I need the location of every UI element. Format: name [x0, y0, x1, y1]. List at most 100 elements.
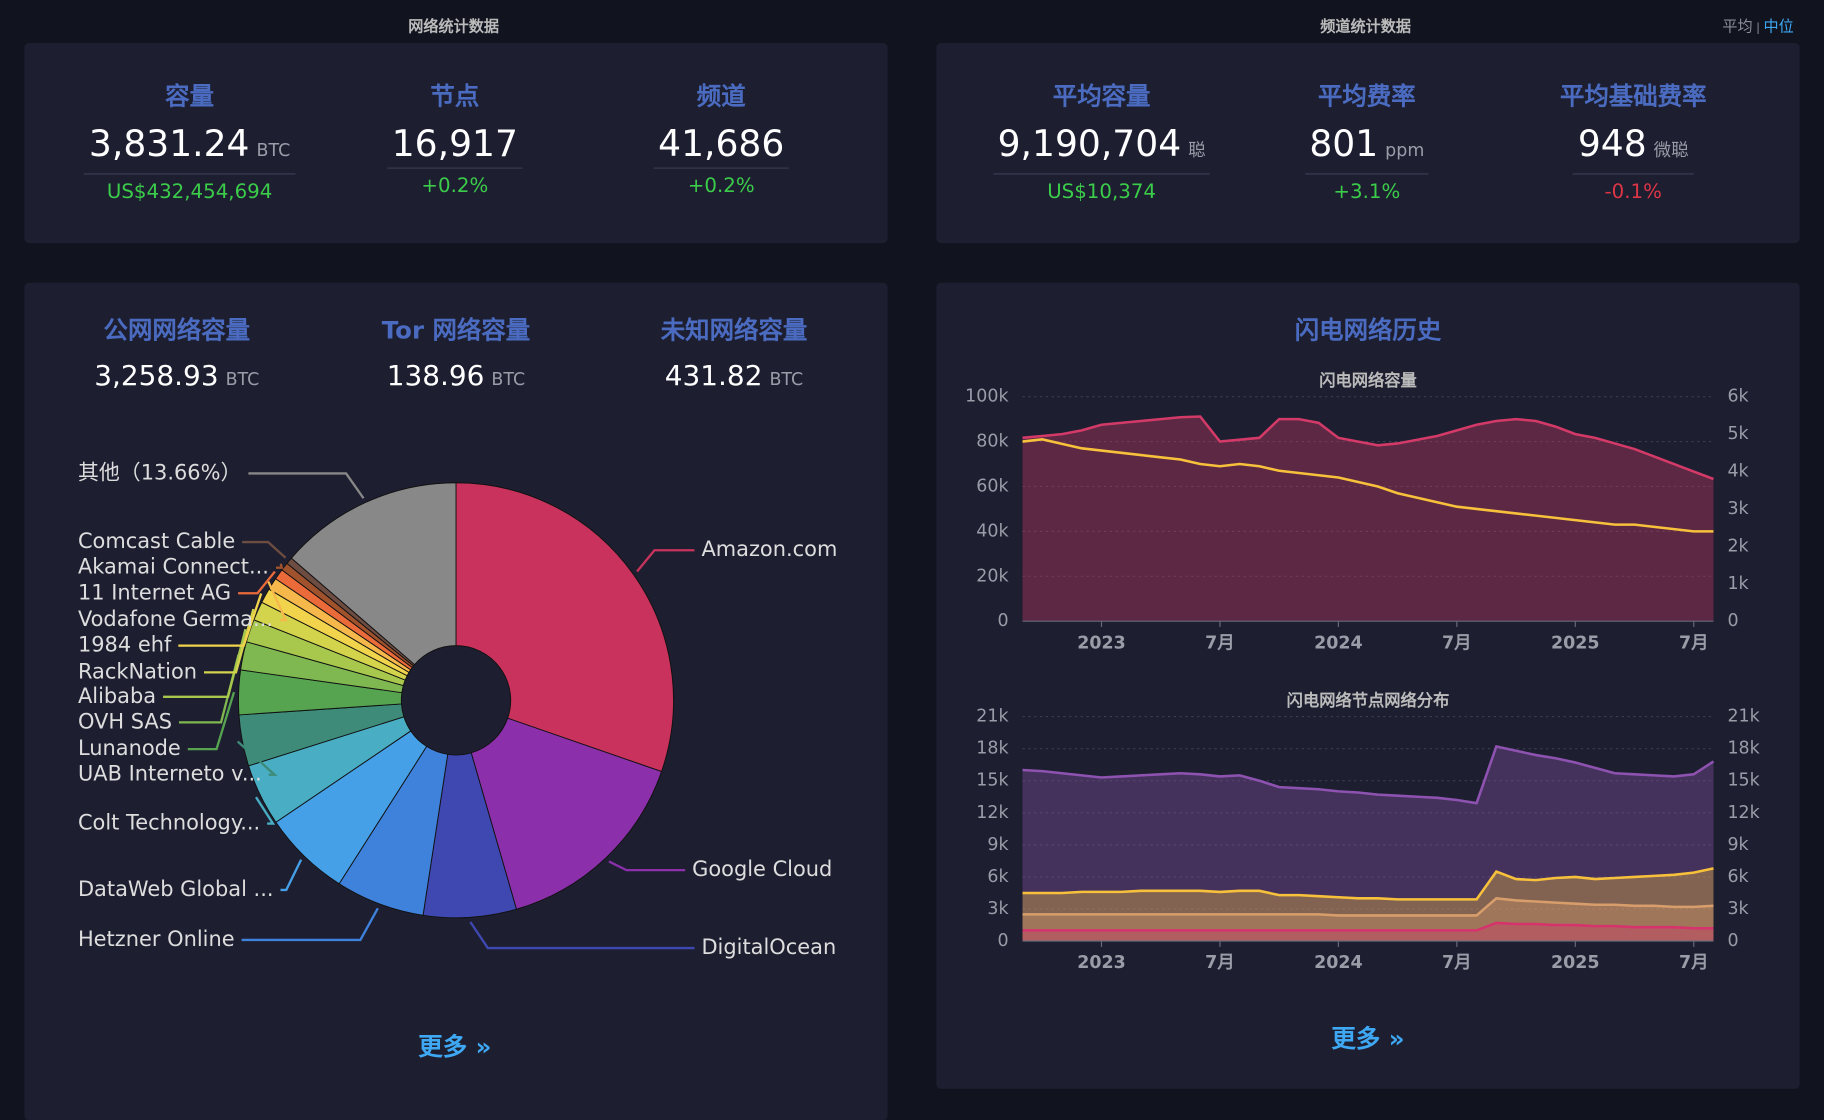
- stat-label: 平均容量: [1052, 82, 1151, 111]
- value-number: 3,831.24: [88, 123, 250, 166]
- leader-line: [236, 740, 278, 776]
- leader-line: [242, 540, 287, 559]
- area-fill: [1022, 922, 1714, 942]
- pie-label: RackNation: [78, 659, 197, 683]
- y2-tick-label: 18k: [1727, 739, 1760, 759]
- stat-change: US$432,454,694: [106, 180, 273, 204]
- stat-value: 3,831.24 BTC: [84, 121, 295, 175]
- stat-change: +3.1%: [1333, 180, 1401, 204]
- stat-label: 频道: [696, 82, 746, 111]
- section-title: 网络统计数据: [408, 18, 500, 37]
- y2-tick-label: 15k: [1727, 771, 1760, 791]
- pie-label: 其他（13.66%）: [78, 460, 241, 484]
- stat-change: US$10,374: [1047, 180, 1157, 204]
- y-tick-label: 0: [997, 611, 1008, 631]
- pie-label: Comcast Cable: [78, 529, 235, 553]
- line-series: [1022, 896, 1714, 917]
- y2-tick-label: 3k: [1727, 499, 1749, 519]
- more-link[interactable]: 更多 »: [418, 1032, 492, 1061]
- pie-label: OVH SAS: [78, 709, 172, 733]
- pie-label: Colt Technology...: [78, 811, 260, 835]
- y-tick-label: 15k: [976, 771, 1009, 791]
- stat-label: 平均费率: [1317, 82, 1416, 111]
- stat: 平均基础费率 948 微聪 -0.1%: [1494, 81, 1773, 204]
- y2-tick-label: 0: [1727, 611, 1738, 631]
- leader-line: [280, 859, 303, 892]
- x-tick-label: 7月: [1679, 953, 1709, 973]
- capacity-panel: [24, 282, 888, 1120]
- leader-line: [248, 472, 365, 499]
- stat: 容量 3,831.24 BTC US$432,454,694: [50, 81, 329, 204]
- line-series: [1022, 745, 1715, 805]
- x-tick-label: 2024: [1314, 633, 1363, 653]
- stat-label: 公网网络容量: [103, 316, 251, 345]
- leader-line: [178, 593, 263, 647]
- leader-line: [275, 563, 284, 569]
- stat-value: 3,258.93 BTC: [90, 357, 264, 398]
- y-tick-label: 80k: [976, 432, 1009, 452]
- stat: 节点 16,917 +0.2%: [315, 81, 594, 198]
- stat: 未知网络容量 431.82 BTC: [594, 315, 873, 398]
- y2-tick-label: 21k: [1727, 707, 1760, 727]
- x-tick-label: 2025: [1551, 953, 1600, 973]
- y-tick-label: 18k: [976, 739, 1009, 759]
- y-tick-label: 0: [997, 931, 1008, 951]
- value-unit: 微聪: [1653, 139, 1689, 161]
- y-tick-label: 100k: [965, 387, 1009, 407]
- area-fill: [1022, 746, 1714, 942]
- pie-label: Vodafone Germa...: [78, 607, 273, 631]
- stat-label: Tor 网络容量: [381, 316, 531, 345]
- history-panel: [936, 282, 1800, 1089]
- toggle-option[interactable]: 平均: [1722, 18, 1753, 37]
- stats-panel: [24, 43, 888, 244]
- x-tick-label: 7月: [1442, 633, 1472, 653]
- more-link[interactable]: 更多 »: [1331, 1024, 1405, 1053]
- leader-line: [241, 907, 379, 942]
- pie-label: DigitalOcean: [701, 935, 836, 959]
- panel-title: 闪电网络历史: [1294, 316, 1442, 345]
- pie-label: 1984 ehf: [78, 633, 172, 657]
- leader-line: [469, 921, 695, 950]
- y2-tick-label: 4k: [1727, 462, 1749, 482]
- pie-label: Hetzner Online: [78, 927, 235, 951]
- y2-tick-label: 3k: [1727, 899, 1749, 919]
- stat-value: 138.96 BTC: [382, 357, 530, 398]
- pie-label: Google Cloud: [692, 857, 832, 881]
- pie-label: DataWeb Global ...: [78, 877, 274, 901]
- y-tick-label: 6k: [987, 867, 1009, 887]
- line-series: [1022, 438, 1714, 533]
- value-unit: 聪: [1188, 139, 1206, 161]
- value-number: 3,258.93: [94, 359, 219, 393]
- stat: 平均费率 801 ppm +3.1%: [1227, 81, 1506, 204]
- stat-label: 平均基础费率: [1559, 82, 1707, 111]
- y2-tick-label: 5k: [1727, 424, 1749, 444]
- pie-slice: [455, 482, 674, 773]
- leader-line: [187, 691, 236, 751]
- pie-slice: [290, 482, 457, 666]
- stats-panel: [936, 43, 1800, 244]
- x-tick-label: 7月: [1679, 633, 1709, 653]
- chart-title: 闪电网络容量: [1319, 371, 1417, 390]
- value-number: 138.96: [386, 359, 485, 393]
- area-fill: [1022, 868, 1714, 942]
- area-fill: [1022, 416, 1714, 622]
- toggle-option[interactable]: 中位: [1763, 18, 1794, 37]
- pie-slice: [470, 717, 663, 910]
- value-unit: BTC: [769, 368, 804, 390]
- stat: 公网网络容量 3,258.93 BTC: [37, 315, 316, 398]
- chart-title: 闪电网络节点网络分布: [1287, 691, 1450, 710]
- leader-line: [267, 580, 288, 622]
- y-tick-label: 20k: [976, 566, 1009, 586]
- y-tick-label: 60k: [976, 476, 1009, 496]
- stat-value: 431.82 BTC: [660, 357, 808, 398]
- value-number: 9,190,704: [997, 123, 1182, 166]
- pie-label: 11 Internet AG: [78, 580, 231, 604]
- stat-label: 未知网络容量: [660, 316, 808, 345]
- value-unit: BTC: [256, 139, 291, 161]
- y-tick-label: 3k: [987, 899, 1009, 919]
- x-tick-label: 2025: [1551, 633, 1600, 653]
- y-tick-label: 21k: [976, 707, 1009, 727]
- stat-value: 16,917: [387, 121, 523, 169]
- stat-value: 948 微聪: [1573, 121, 1694, 175]
- pie-label: Akamai Connect...: [78, 555, 269, 579]
